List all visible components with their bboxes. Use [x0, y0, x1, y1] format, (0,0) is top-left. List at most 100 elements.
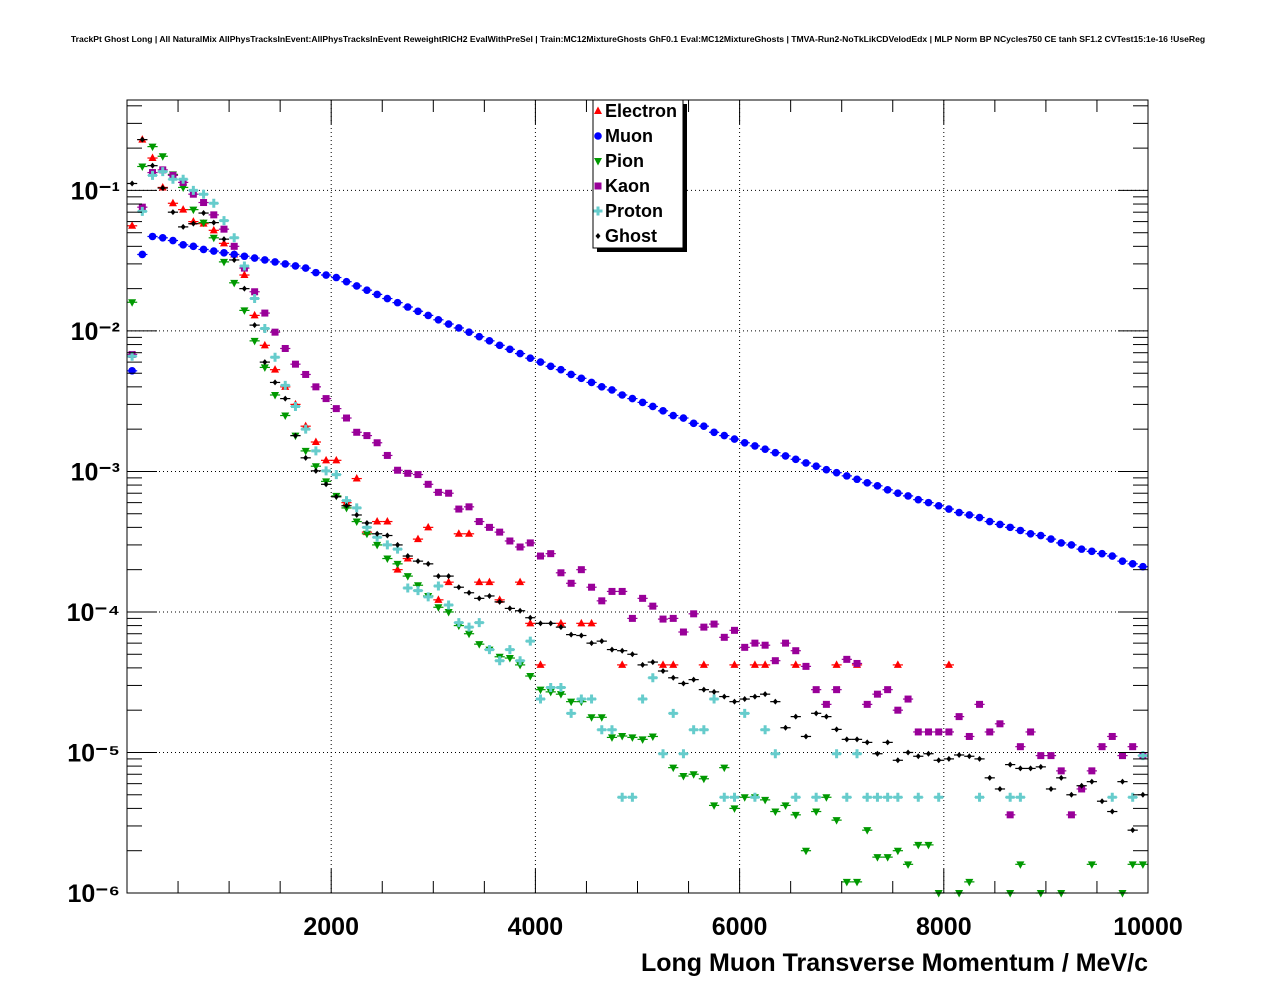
proton-marker: [484, 645, 494, 655]
ghost-marker: [129, 180, 135, 187]
kaon-marker: [894, 706, 902, 714]
y-tick-label: 10⁻⁴: [67, 599, 120, 627]
muon-marker: [802, 459, 810, 467]
electron-marker: [526, 618, 535, 627]
proton-marker: [515, 656, 525, 666]
proton-marker: [280, 380, 290, 390]
ghost-marker: [997, 785, 1003, 792]
proton-marker: [270, 352, 280, 362]
kaon-marker: [506, 537, 514, 545]
muon-marker: [873, 482, 882, 490]
ghost-marker: [190, 220, 196, 227]
kaon-marker: [608, 587, 616, 595]
kaon-marker: [802, 662, 810, 670]
muon-marker: [965, 511, 974, 519]
x-tick-label: 8000: [916, 913, 972, 941]
ghost-marker: [262, 359, 268, 366]
muon-marker: [189, 242, 198, 251]
kaon-marker: [485, 523, 493, 531]
proton-marker: [913, 792, 923, 802]
ghost-marker: [915, 753, 921, 760]
muon-marker: [1077, 545, 1086, 553]
pion-marker: [761, 796, 770, 805]
proton-marker: [546, 683, 556, 693]
ghost-marker: [323, 481, 329, 488]
ghost-marker: [1007, 761, 1013, 768]
kaon-marker: [1057, 767, 1065, 775]
ghost-marker: [180, 223, 186, 230]
electron-marker: [832, 660, 841, 668]
pion-marker: [618, 733, 627, 741]
pion-marker: [444, 608, 453, 617]
kaon-marker: [833, 686, 841, 694]
proton-marker: [709, 694, 719, 704]
proton-marker: [239, 261, 249, 271]
muon-marker: [618, 391, 626, 399]
muon-marker: [985, 517, 994, 526]
kaon-marker: [751, 639, 759, 647]
muon-marker: [230, 250, 239, 259]
ghost-marker: [1099, 798, 1105, 805]
ghost-marker: [854, 736, 860, 743]
pion-marker: [740, 794, 749, 802]
ghost-marker: [170, 209, 176, 216]
electron-marker: [465, 529, 474, 537]
electron-marker: [893, 660, 902, 668]
ghost-marker: [711, 688, 717, 695]
muon-marker: [1036, 531, 1045, 540]
proton-marker: [934, 792, 944, 802]
kaon-marker: [649, 602, 657, 610]
kaon-marker: [230, 242, 238, 250]
proton-marker: [311, 446, 321, 456]
electron-marker: [383, 517, 392, 525]
muon-marker: [158, 234, 167, 242]
proton-marker: [137, 206, 147, 216]
electron-marker: [219, 238, 228, 247]
muon-marker: [996, 520, 1004, 529]
muon-marker: [169, 236, 177, 245]
kaon-marker: [1027, 728, 1035, 736]
kaon-marker: [986, 728, 994, 736]
pion-marker: [832, 817, 841, 825]
muon-marker: [740, 438, 749, 447]
muon-marker: [220, 248, 228, 257]
pion-marker: [914, 841, 923, 850]
muon-marker: [771, 448, 780, 457]
kaon-marker: [343, 414, 351, 422]
kaon-marker: [1078, 785, 1086, 793]
kaon-marker: [843, 655, 851, 663]
muon-marker: [393, 298, 402, 307]
proton-marker: [699, 725, 709, 735]
pion-marker: [1057, 890, 1066, 898]
muon-marker: [475, 332, 484, 341]
kaon-marker: [659, 615, 667, 623]
pion-marker: [904, 861, 913, 869]
muon-marker: [1108, 552, 1117, 560]
proton-marker: [638, 694, 648, 704]
kaon-marker: [914, 728, 922, 736]
pion-marker: [362, 530, 371, 539]
muon-marker: [638, 398, 647, 407]
pion-marker: [301, 447, 310, 456]
proton-marker: [832, 749, 842, 759]
pion-marker: [516, 661, 525, 670]
muon-marker: [863, 479, 872, 487]
muon-marker: [1128, 560, 1137, 568]
pion-marker: [699, 775, 708, 784]
electron-marker: [618, 660, 627, 668]
kaon-marker: [1037, 752, 1045, 760]
ghost-marker: [670, 674, 676, 681]
ghost-marker: [395, 541, 401, 548]
electron-marker: [587, 618, 596, 627]
pion-marker: [158, 153, 167, 161]
ghost-marker: [731, 698, 737, 705]
ghost-marker: [609, 646, 615, 653]
ghost-marker: [435, 573, 441, 580]
proton-marker: [1005, 792, 1015, 802]
kaon-marker: [547, 550, 555, 558]
ghost-marker: [1017, 765, 1023, 772]
legend-label-pion: Pion: [605, 151, 644, 171]
kaon-marker: [594, 182, 602, 190]
proton-marker: [454, 618, 464, 628]
proton-marker: [403, 583, 413, 593]
